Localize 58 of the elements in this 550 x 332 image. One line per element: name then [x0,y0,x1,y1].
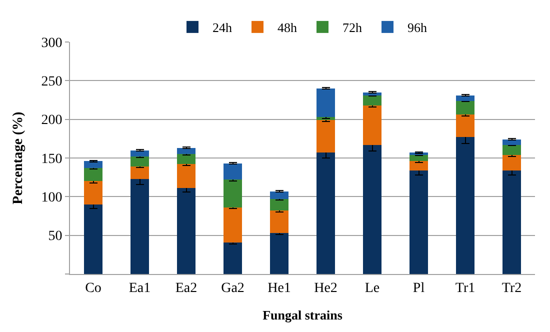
bar [316,152,336,274]
bar [176,148,196,154]
x-tick-label: Tr2 [502,280,522,296]
bar [456,100,475,115]
bar [502,139,522,145]
bar [270,198,289,211]
x-tick-label: He2 [314,280,338,296]
legend-label: 72h [342,20,362,36]
x-tick-label: He1 [268,280,291,296]
bar [502,144,522,155]
y-tick-label: 250 [41,74,62,90]
bar [456,95,475,101]
bar [176,154,196,164]
bar [270,191,289,199]
y-tick-label: 200 [41,113,62,128]
x-axis-title: Fungal strains [262,307,342,322]
bar [456,137,475,274]
x-tick-label: Pl [412,280,425,296]
x-tick-label: Co [85,280,102,296]
x-tick-label: Tr1 [455,280,476,296]
bar [316,120,336,153]
bar [409,161,428,170]
bar [84,181,103,204]
bar [223,207,242,242]
bar [130,156,150,167]
bar [409,170,428,274]
x-tick-label: Ea1 [128,280,151,296]
bar [362,105,382,145]
bar [270,210,289,234]
bar [130,166,150,179]
bar [130,178,150,274]
bar [270,233,289,274]
y-tick-label: 100 [41,190,62,206]
bar [223,180,242,208]
bar [316,88,336,118]
x-tick-label: Ea2 [175,280,198,296]
bar [409,154,428,162]
legend-label: 96h [408,20,428,36]
legend-label: 24h [212,20,232,36]
bar [84,161,103,168]
y-axis-title: Percentage (%) [10,111,26,204]
bar [456,114,475,138]
legend-label: 48h [278,20,298,36]
bar [84,204,103,274]
x-tick-label: Ga2 [221,280,244,296]
bar [176,164,196,188]
bar [176,188,196,274]
bar [362,144,382,274]
bar [84,168,103,182]
bar [223,242,242,274]
y-tick-label: 50 [48,229,62,244]
bar [502,170,522,274]
y-tick-label: 150 [41,152,62,167]
bar [223,163,242,180]
x-tick-label: Le [364,280,380,296]
bar [502,154,522,170]
bar [362,95,382,106]
y-tick-label: 300 [41,36,62,51]
